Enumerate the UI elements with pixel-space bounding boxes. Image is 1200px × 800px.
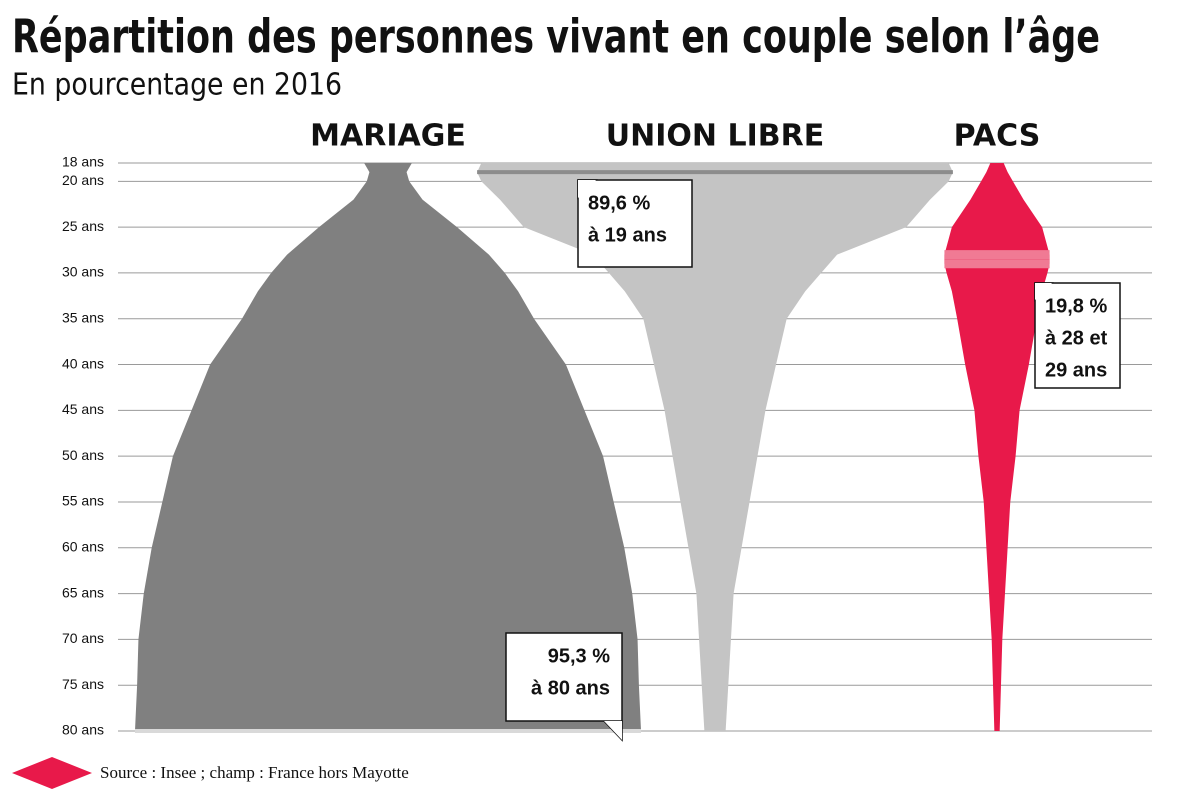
callout-text: à 19 ans bbox=[588, 224, 667, 246]
y-tick-label: 70 ans bbox=[62, 630, 104, 646]
y-tick-label: 75 ans bbox=[62, 676, 104, 692]
y-tick-label: 20 ans bbox=[62, 172, 104, 188]
callout-text: à 28 et bbox=[1045, 327, 1108, 349]
y-tick-label: 18 ans bbox=[62, 154, 104, 170]
callout-box bbox=[505, 632, 623, 722]
callout-text: 19,8 % bbox=[1045, 295, 1107, 317]
source: Source : Insee ; champ : France hors May… bbox=[100, 763, 409, 782]
y-tick-label: 65 ans bbox=[62, 584, 104, 600]
callout-text: 95,3 % bbox=[548, 645, 610, 667]
chart-subtitle: En pourcentage en 2016 bbox=[12, 68, 342, 103]
series-header: PACS bbox=[954, 119, 1041, 154]
chart-title: Répartition des personnes vivant en coup… bbox=[12, 10, 1100, 64]
y-tick-label: 30 ans bbox=[62, 264, 104, 280]
callout-text: à 80 ans bbox=[531, 677, 610, 699]
y-tick-label: 40 ans bbox=[62, 355, 104, 371]
y-tick-label: 45 ans bbox=[62, 401, 104, 417]
callout-text: 29 ans bbox=[1045, 359, 1107, 381]
callout-text: 89,6 % bbox=[588, 192, 650, 214]
y-tick-label: 25 ans bbox=[62, 218, 104, 234]
series-header: UNION LIBRE bbox=[606, 119, 824, 154]
violin-shape bbox=[134, 163, 642, 731]
callout-pointer-fill bbox=[1035, 283, 1052, 300]
y-tick-label: 60 ans bbox=[62, 538, 104, 554]
violin-shape bbox=[477, 163, 953, 731]
callout-box bbox=[577, 179, 693, 268]
source-icon bbox=[12, 757, 92, 789]
series-header: MARIAGE bbox=[310, 119, 466, 154]
y-tick-label: 35 ans bbox=[62, 309, 104, 325]
callout-pointer-fill bbox=[578, 180, 596, 198]
callout-pointer-fill bbox=[604, 721, 622, 740]
y-tick-label: 80 ans bbox=[62, 722, 104, 738]
y-tick-label: 50 ans bbox=[62, 447, 104, 463]
violin-shape bbox=[944, 163, 1050, 731]
callout-box bbox=[1034, 282, 1121, 389]
y-tick-label: 55 ans bbox=[62, 493, 104, 509]
